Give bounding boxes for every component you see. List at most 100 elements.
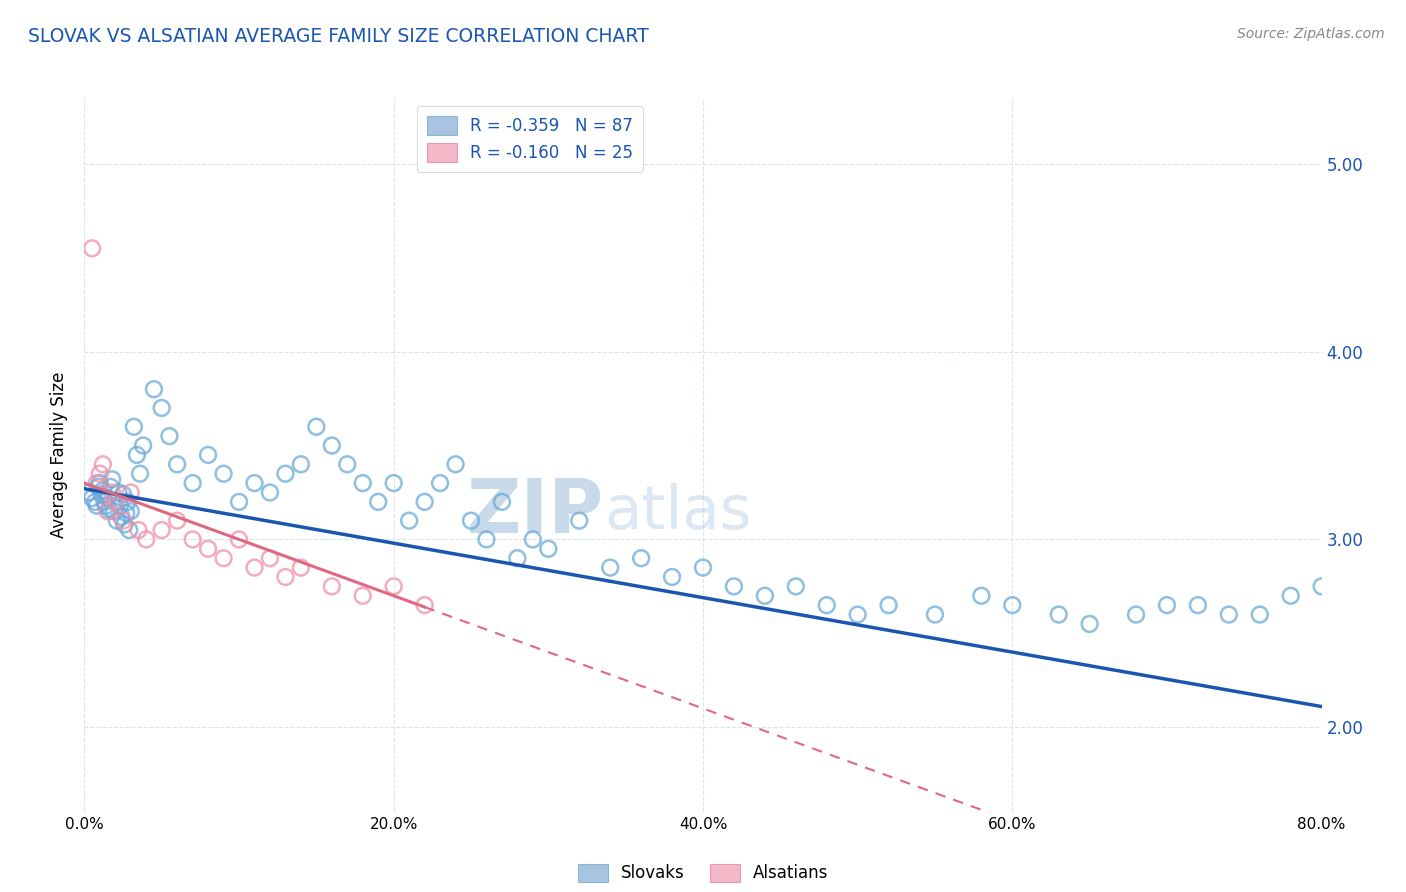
Point xyxy=(290,560,312,574)
Point xyxy=(118,523,141,537)
Point xyxy=(537,541,560,556)
Point xyxy=(101,472,124,486)
Point xyxy=(243,476,266,491)
Point xyxy=(100,480,122,494)
Point xyxy=(110,509,132,524)
Point xyxy=(1279,589,1302,603)
Point xyxy=(89,476,111,491)
Point xyxy=(101,485,124,500)
Point xyxy=(129,467,152,481)
Point xyxy=(413,598,436,612)
Point xyxy=(107,485,129,500)
Point xyxy=(1047,607,1070,622)
Point xyxy=(82,491,104,505)
Point xyxy=(150,523,173,537)
Point xyxy=(352,589,374,603)
Point xyxy=(475,533,498,547)
Point xyxy=(143,382,166,396)
Point xyxy=(104,495,127,509)
Legend: Slovaks, Alsatians: Slovaks, Alsatians xyxy=(571,857,835,889)
Point xyxy=(1001,598,1024,612)
Point xyxy=(259,551,281,566)
Point xyxy=(159,429,181,443)
Point xyxy=(90,487,112,501)
Point xyxy=(413,495,436,509)
Point xyxy=(754,589,776,603)
Point xyxy=(1310,579,1333,593)
Point xyxy=(228,533,250,547)
Point xyxy=(970,589,993,603)
Point xyxy=(108,499,131,513)
Point xyxy=(785,579,807,593)
Point xyxy=(460,514,482,528)
Point xyxy=(91,483,114,498)
Point xyxy=(1156,598,1178,612)
Point xyxy=(104,495,127,509)
Point xyxy=(82,241,104,255)
Point xyxy=(1125,607,1147,622)
Point xyxy=(522,533,544,547)
Point xyxy=(115,506,138,520)
Point xyxy=(86,499,108,513)
Point xyxy=(166,458,188,472)
Point xyxy=(135,533,157,547)
Point xyxy=(105,514,128,528)
Text: Source: ZipAtlas.com: Source: ZipAtlas.com xyxy=(1237,27,1385,41)
Point xyxy=(97,491,120,505)
Point xyxy=(228,495,250,509)
Point xyxy=(382,476,405,491)
Point xyxy=(93,495,115,509)
Point xyxy=(1341,570,1364,584)
Point xyxy=(120,485,142,500)
Point xyxy=(846,607,869,622)
Text: atlas: atlas xyxy=(605,483,752,541)
Point xyxy=(197,541,219,556)
Point xyxy=(398,514,420,528)
Point xyxy=(274,467,297,481)
Point xyxy=(122,419,145,434)
Point xyxy=(336,458,359,472)
Point xyxy=(723,579,745,593)
Point xyxy=(568,514,591,528)
Point xyxy=(94,499,117,513)
Point xyxy=(367,495,389,509)
Point xyxy=(506,551,529,566)
Point xyxy=(212,467,235,481)
Point xyxy=(97,504,120,518)
Point xyxy=(321,438,343,452)
Point xyxy=(630,551,652,566)
Point xyxy=(112,514,135,528)
Point xyxy=(290,458,312,472)
Point xyxy=(1388,626,1406,640)
Point xyxy=(444,458,467,472)
Point xyxy=(117,495,139,509)
Point xyxy=(103,504,125,518)
Point xyxy=(1078,616,1101,631)
Point xyxy=(243,560,266,574)
Point xyxy=(89,467,111,481)
Point xyxy=(259,485,281,500)
Point xyxy=(924,607,946,622)
Point xyxy=(125,448,148,462)
Text: SLOVAK VS ALSATIAN AVERAGE FAMILY SIZE CORRELATION CHART: SLOVAK VS ALSATIAN AVERAGE FAMILY SIZE C… xyxy=(28,27,650,45)
Point xyxy=(212,551,235,566)
Point xyxy=(98,502,121,516)
Point xyxy=(1218,607,1240,622)
Point xyxy=(112,487,135,501)
Point xyxy=(877,598,900,612)
Text: ZIP: ZIP xyxy=(467,475,605,549)
Point xyxy=(815,598,838,612)
Point xyxy=(84,495,107,509)
Point xyxy=(120,504,142,518)
Point xyxy=(91,458,114,472)
Point xyxy=(661,570,683,584)
Point xyxy=(132,438,155,452)
Point xyxy=(274,570,297,584)
Point xyxy=(599,560,621,574)
Point xyxy=(491,495,513,509)
Point xyxy=(305,419,328,434)
Point xyxy=(87,480,110,494)
Point xyxy=(1249,607,1271,622)
Point xyxy=(321,579,343,593)
Point xyxy=(1187,598,1209,612)
